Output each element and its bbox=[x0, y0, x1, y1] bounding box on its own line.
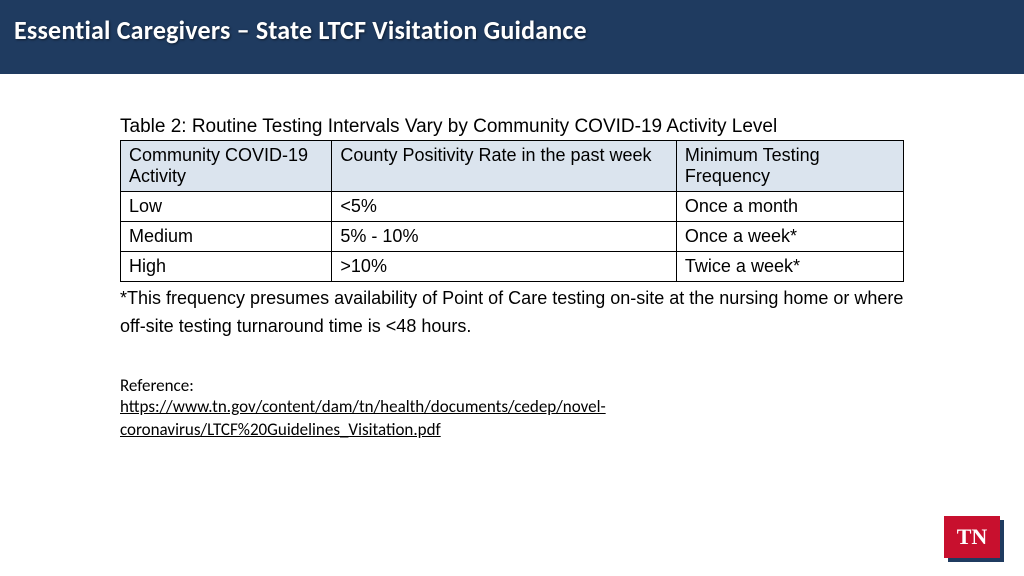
table-row: High >10% Twice a week* bbox=[121, 252, 904, 282]
table-header-cell: Minimum Testing Frequency bbox=[676, 141, 903, 192]
table-footnote: *This frequency presumes availability of… bbox=[120, 285, 904, 341]
page-title: Essential Caregivers – State LTCF Visita… bbox=[14, 14, 1024, 46]
table-cell: Medium bbox=[121, 222, 332, 252]
tn-logo-text: TN bbox=[957, 524, 988, 550]
tn-logo: TN bbox=[944, 516, 1000, 558]
table-header-cell: County Positivity Rate in the past week bbox=[332, 141, 677, 192]
table-header-row: Community COVID-19 Activity County Posit… bbox=[121, 141, 904, 192]
table-cell: Once a week* bbox=[676, 222, 903, 252]
table-row: Medium 5% - 10% Once a week* bbox=[121, 222, 904, 252]
table-row: Low <5% Once a month bbox=[121, 192, 904, 222]
table-cell: Twice a week* bbox=[676, 252, 903, 282]
reference-label: Reference: bbox=[120, 375, 904, 396]
table-caption: Table 2: Routine Testing Intervals Vary … bbox=[120, 116, 904, 138]
slide-header: Essential Caregivers – State LTCF Visita… bbox=[0, 0, 1024, 74]
table-cell: 5% - 10% bbox=[332, 222, 677, 252]
table-cell: Low bbox=[121, 192, 332, 222]
table-cell: <5% bbox=[332, 192, 677, 222]
table-cell: >10% bbox=[332, 252, 677, 282]
table-header-cell: Community COVID-19 Activity bbox=[121, 141, 332, 192]
table-cell: Once a month bbox=[676, 192, 903, 222]
table-cell: High bbox=[121, 252, 332, 282]
reference-block: Reference: https://www.tn.gov/content/da… bbox=[120, 375, 904, 442]
slide-content: Table 2: Routine Testing Intervals Vary … bbox=[0, 74, 1024, 442]
reference-link[interactable]: https://www.tn.gov/content/dam/tn/health… bbox=[120, 396, 904, 442]
testing-intervals-table: Community COVID-19 Activity County Posit… bbox=[120, 140, 904, 282]
